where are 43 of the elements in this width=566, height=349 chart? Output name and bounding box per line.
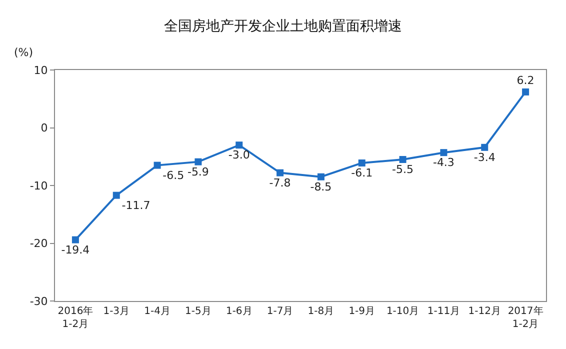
x-tick-label: 1-10月 — [386, 306, 420, 317]
data-label: -6.5 — [162, 168, 184, 182]
x-tick-label: 1-12月 — [468, 306, 501, 317]
point — [154, 162, 161, 169]
data-label: -5.9 — [187, 165, 209, 178]
x-tick-label: 1-4月 — [144, 306, 170, 317]
point — [440, 149, 448, 156]
data-label: -8.5 — [310, 180, 332, 194]
x-tick-label: 2016年 1-2月 — [58, 305, 94, 330]
point — [358, 159, 366, 166]
point — [112, 192, 120, 199]
x-tick-label: 2017年 1-2月 — [508, 305, 544, 330]
y-axis-title: (%) — [14, 46, 34, 59]
point — [276, 169, 284, 176]
y-tick-label: -30 — [30, 294, 48, 308]
x-tick-label: 1-3月 — [103, 306, 130, 317]
x-tick-label: 1-5月 — [185, 306, 212, 317]
x-tick-label: 1-9月 — [348, 306, 376, 317]
point — [236, 142, 243, 149]
y-tick-label: 10 — [34, 64, 48, 77]
data-label: -5.5 — [392, 163, 414, 176]
x-tick-label: 1-8月 — [308, 306, 334, 317]
point — [317, 173, 324, 180]
data-label: 6.2 — [516, 74, 534, 87]
data-label: -3.4 — [474, 151, 496, 164]
point — [194, 158, 202, 166]
x-tick-label: 1-6月 — [226, 306, 252, 317]
point — [399, 156, 406, 164]
point — [72, 236, 79, 244]
data-label: -6.1 — [351, 166, 373, 180]
point — [481, 144, 488, 151]
y-tick-label: -20 — [30, 237, 48, 250]
point — [522, 88, 530, 96]
data-label: -19.4 — [61, 243, 90, 256]
data-label: -3.0 — [228, 148, 250, 162]
x-tick-label: 1-11月 — [427, 306, 460, 317]
x-tick-label: 1-7月 — [266, 306, 294, 317]
y-tick-label: -10 — [30, 179, 48, 192]
y-tick-label: 0 — [40, 122, 48, 135]
data-label: -4.3 — [432, 156, 454, 170]
data-label: -11.7 — [122, 198, 150, 212]
chart-title: 全国房地产开发企业土地购置面积增速 — [164, 18, 402, 35]
data-label: -7.8 — [269, 176, 291, 190]
